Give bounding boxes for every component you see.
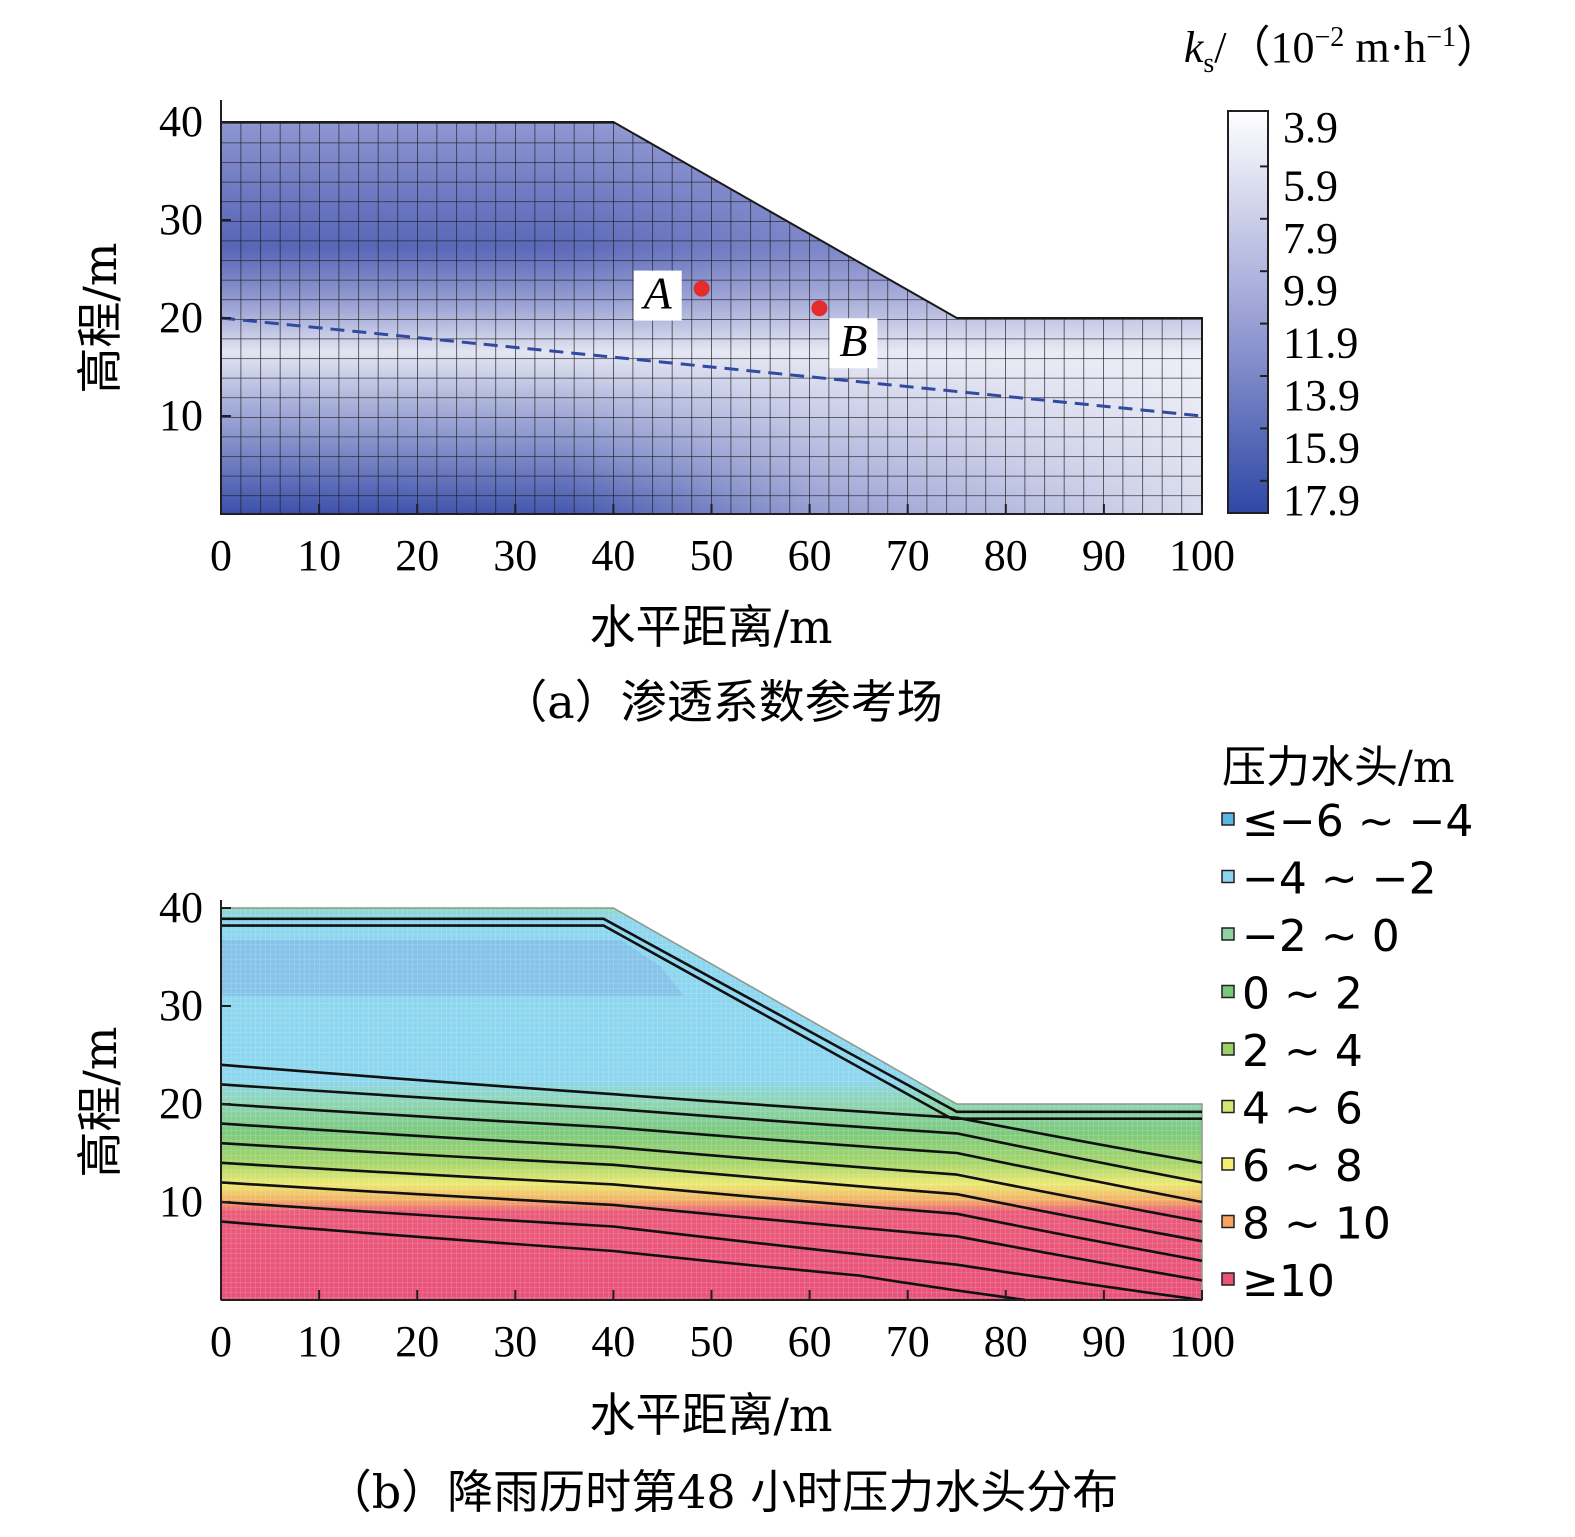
legend-title: 压力水头/m bbox=[1222, 742, 1455, 793]
legend-swatch bbox=[1221, 1157, 1235, 1171]
contour-line bbox=[220, 1200, 1203, 1302]
x-tick-label: 70 bbox=[886, 531, 930, 580]
wetting-front-line bbox=[221, 924, 1202, 1120]
contour-line bbox=[220, 1063, 1203, 1165]
colorbar bbox=[1227, 110, 1269, 514]
legend-label: 6 ~ 8 bbox=[1242, 1141, 1363, 1192]
x-tick-label: 0 bbox=[210, 1317, 232, 1366]
panel-b-pressure-head: 0 10 20 30 40 50 60 70 80 90 100 10 20 30 40 水平距离/m 高程… bbox=[73, 742, 1473, 1519]
point-label-b: B bbox=[839, 315, 867, 366]
x-tick-label: 80 bbox=[984, 531, 1028, 580]
colorbar-tick-label: 3.9 bbox=[1283, 103, 1338, 152]
colorbar-tick-label: 13.9 bbox=[1283, 371, 1360, 420]
point-label-bg bbox=[829, 318, 878, 369]
colorbar-tick-label: 5.9 bbox=[1283, 161, 1338, 210]
x-tick-label: 20 bbox=[395, 1317, 439, 1366]
y-tick-label: 30 bbox=[159, 195, 203, 244]
x-tick-label: 70 bbox=[886, 1317, 930, 1366]
legend-swatch bbox=[1221, 927, 1235, 941]
legend-swatch bbox=[1221, 812, 1235, 826]
point-label-a: A bbox=[641, 268, 673, 319]
colorbar-tick-label: 15.9 bbox=[1283, 423, 1360, 472]
contour-line bbox=[220, 1181, 1203, 1282]
x-axis-title: 水平距离/m bbox=[589, 600, 832, 654]
y-tick-label: 10 bbox=[159, 391, 203, 440]
y-tick-label: 20 bbox=[159, 1079, 203, 1128]
x-tick-label: 10 bbox=[297, 1317, 341, 1366]
caption-b: （b）降雨历时第48 小时压力水头分布 bbox=[326, 1465, 1119, 1519]
point-label-bg bbox=[633, 270, 682, 321]
colorbar-tick-label: 17.9 bbox=[1283, 476, 1360, 525]
contour-line bbox=[220, 1161, 1203, 1263]
legend-swatch bbox=[1221, 1042, 1235, 1056]
legend-swatch bbox=[1221, 1214, 1235, 1229]
contour-line bbox=[220, 1220, 1026, 1302]
legend-swatch bbox=[1221, 869, 1235, 884]
x-axis-title-b: 水平距离/m bbox=[589, 1388, 832, 1442]
y-tick-label: 20 bbox=[159, 293, 203, 342]
legend-label: 4 ~ 6 bbox=[1242, 1084, 1363, 1135]
x-tick-label: 60 bbox=[788, 531, 832, 580]
ks-field-fill bbox=[221, 122, 1202, 514]
legend-swatch bbox=[1221, 984, 1235, 999]
legend-swatch bbox=[1221, 1099, 1235, 1114]
colorbar-title: ks/（10−2 m·h−1） bbox=[1184, 22, 1500, 79]
contour-line bbox=[220, 1122, 1203, 1223]
x-tick-label: 40 bbox=[591, 1317, 635, 1366]
x-tick-label: 20 bbox=[395, 531, 439, 580]
pressure-head-fill bbox=[221, 908, 1202, 1300]
x-tick-label: 50 bbox=[690, 531, 734, 580]
x-tick-label: 100 bbox=[1169, 531, 1235, 580]
y-axis-title-b: 高程/m bbox=[73, 1026, 127, 1177]
wetting-front-line bbox=[221, 917, 1202, 1114]
x-tick-label: 60 bbox=[788, 1317, 832, 1366]
x-tick-label: 100 bbox=[1169, 1317, 1235, 1366]
x-tick-label: 0 bbox=[210, 531, 232, 580]
legend-label: −2 ~ 0 bbox=[1242, 911, 1400, 962]
contour-line bbox=[220, 1102, 1203, 1204]
x-tick-label: 30 bbox=[493, 531, 537, 580]
legend-label: 8 ~ 10 bbox=[1242, 1199, 1391, 1250]
y-tick-label: 10 bbox=[159, 1177, 203, 1226]
point-a bbox=[693, 280, 710, 297]
x-tick-label: 50 bbox=[690, 1317, 734, 1366]
contour-line bbox=[220, 1141, 1203, 1243]
x-tick-label: 10 bbox=[297, 531, 341, 580]
x-tick-label: 80 bbox=[984, 1317, 1028, 1366]
x-tick-label: 90 bbox=[1082, 1317, 1126, 1366]
legend-label: −4 ~ −2 bbox=[1242, 854, 1437, 905]
panel-a-ks-field: A B 0 10 20 30 40 50 60 70 80 90 100 10 20 30 40 水平距离/m… bbox=[73, 22, 1500, 729]
x-tick-label: 90 bbox=[1082, 531, 1126, 580]
point-b bbox=[811, 300, 828, 317]
colorbar-tick-label: 11.9 bbox=[1283, 319, 1358, 368]
legend-label: ≥10 bbox=[1242, 1256, 1335, 1307]
colorbar-tick-label: 7.9 bbox=[1283, 214, 1338, 263]
legend-swatch bbox=[1221, 1272, 1235, 1286]
x-tick-label: 40 bbox=[591, 531, 635, 580]
colorbar-tick-label: 9.9 bbox=[1283, 266, 1338, 315]
caption-a: （a）渗透系数参考场 bbox=[501, 675, 942, 729]
legend-label: 0 ~ 2 bbox=[1242, 969, 1363, 1020]
legend-label: ≤−6 ~ −4 bbox=[1242, 796, 1473, 847]
y-tick-label: 40 bbox=[159, 883, 203, 932]
y-tick-label: 40 bbox=[159, 97, 203, 146]
contour-line bbox=[220, 1083, 1203, 1184]
legend-label: 2 ~ 4 bbox=[1242, 1026, 1363, 1077]
y-axis-title: 高程/m bbox=[73, 242, 127, 393]
y-tick-label: 30 bbox=[159, 981, 203, 1030]
x-tick-label: 30 bbox=[493, 1317, 537, 1366]
